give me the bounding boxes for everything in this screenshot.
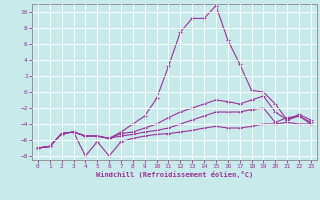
- X-axis label: Windchill (Refroidissement éolien,°C): Windchill (Refroidissement éolien,°C): [96, 171, 253, 178]
